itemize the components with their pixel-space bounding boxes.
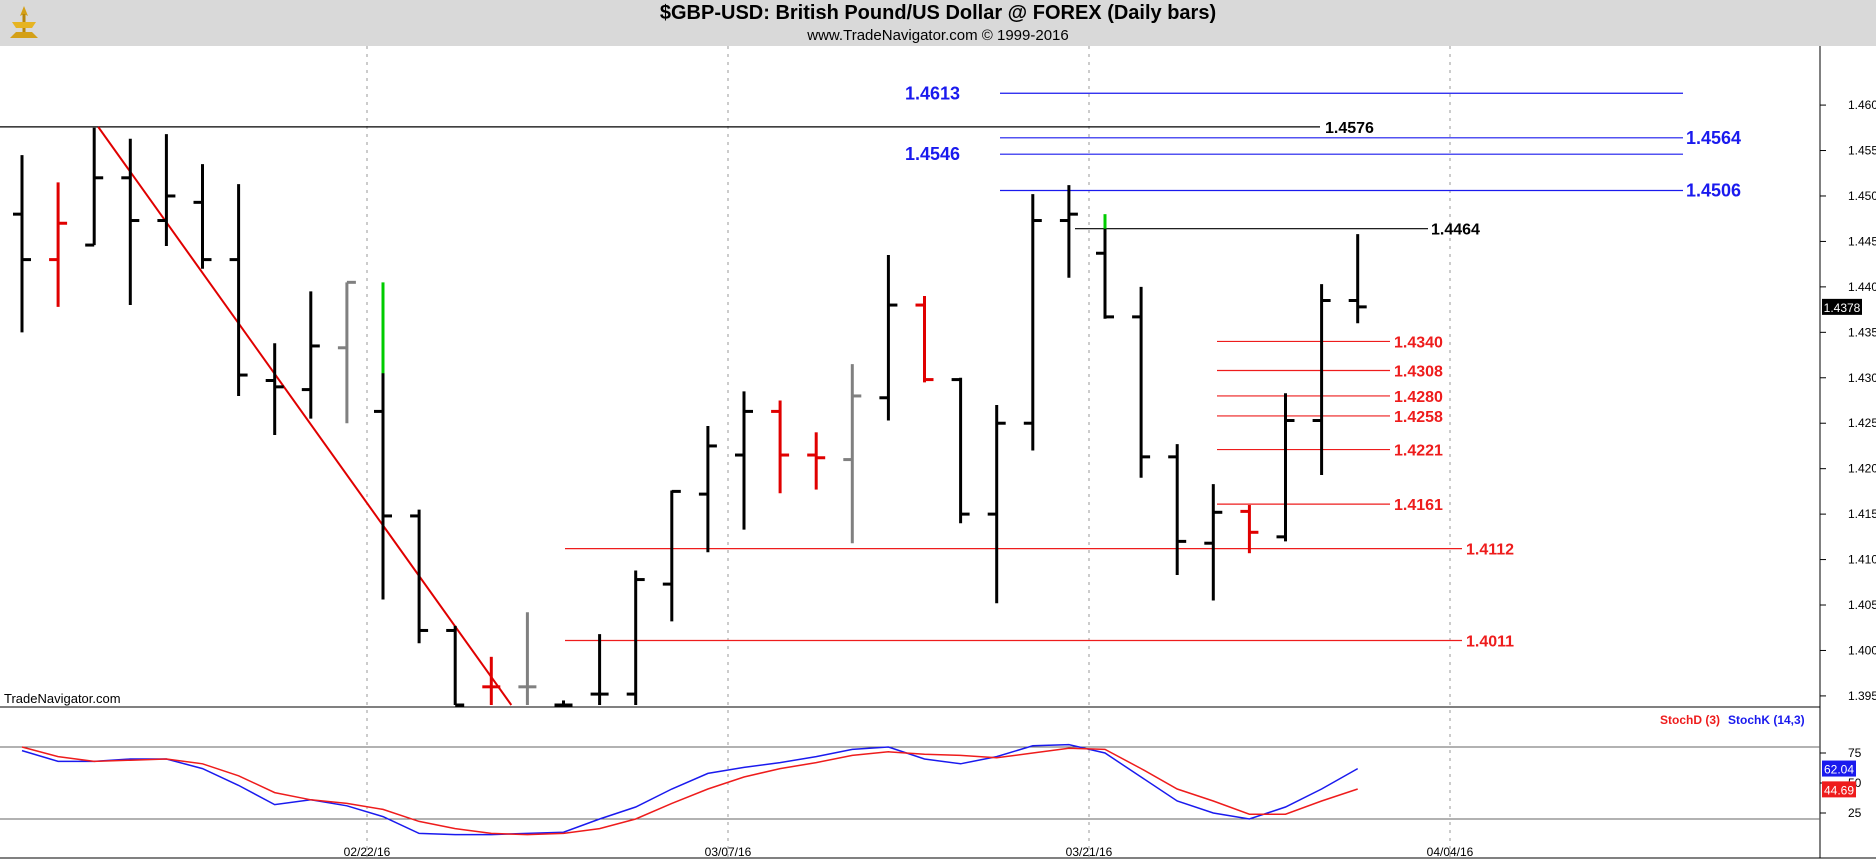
last-price-label: 1.4378: [1824, 301, 1861, 315]
y-tick-label: 1.4500: [1848, 189, 1876, 203]
level-label: 1.4258: [1394, 409, 1443, 426]
chart-title: $GBP-USD: British Pound/US Dollar @ FORE…: [659, 2, 1217, 24]
stoch-series-line: [21, 743, 1359, 836]
stoch-tick-label: 25: [1848, 806, 1862, 820]
watermark-label: TradeNavigator.com: [4, 691, 121, 706]
y-tick-label: 1.4400: [1848, 280, 1876, 294]
y-tick-label: 1.4200: [1848, 462, 1876, 476]
x-tick-label: 02/22/16: [344, 845, 391, 859]
x-tick-label: 04/04/16: [1427, 845, 1474, 859]
level-label: 1.4308: [1394, 364, 1443, 381]
y-tick-label: 1.4250: [1848, 416, 1876, 430]
legend-stochk: StochK (14,3): [1728, 713, 1805, 727]
level-label: 1.4564: [1686, 128, 1741, 148]
x-tick-label: 03/07/16: [705, 845, 752, 859]
x-tick-label: 03/21/16: [1066, 845, 1113, 859]
level-label: 1.4161: [1394, 497, 1443, 514]
stoch-tick-label: 75: [1848, 746, 1862, 760]
level-label: 1.4011: [1466, 633, 1514, 650]
level-label: 1.4340: [1394, 334, 1443, 351]
level-label: 1.4280: [1394, 389, 1443, 406]
level-label: 1.4506: [1686, 181, 1741, 201]
stochk-value-box: [1822, 760, 1856, 777]
stochd-value-box: [1822, 781, 1856, 798]
y-tick-label: 1.4000: [1848, 643, 1876, 657]
y-tick-label: 1.4100: [1848, 553, 1876, 567]
last-price-box: [1822, 298, 1862, 315]
stochd-value-label: 44.69: [1824, 783, 1854, 797]
y-tick-label: 1.4050: [1848, 598, 1876, 612]
stoch-series-line: [21, 746, 1358, 836]
level-label: 1.4576: [1325, 120, 1374, 137]
legend-stochd: StochD (3): [1660, 713, 1720, 727]
y-tick-label: 1.4600: [1848, 98, 1876, 112]
y-tick-label: 1.3950: [1848, 689, 1876, 703]
y-tick-label: 1.4550: [1848, 144, 1876, 158]
level-label: 1.4112: [1466, 542, 1514, 559]
trade-navigator-logo-icon: [10, 6, 38, 38]
y-tick-label: 1.4150: [1848, 507, 1876, 521]
chart-header: [0, 0, 1876, 46]
chart-subtitle: www.TradeNavigator.com © 1999-2016: [807, 27, 1069, 44]
y-tick-label: 1.4300: [1848, 371, 1876, 385]
level-label: 1.4221: [1394, 443, 1443, 460]
y-tick-label: 1.4450: [1848, 234, 1876, 248]
price-panel: [0, 46, 1820, 705]
stochk-value-label: 62.04: [1824, 763, 1854, 777]
level-label: 1.4464: [1431, 222, 1480, 239]
level-label: 1.4546: [905, 144, 960, 164]
level-label: 1.4613: [905, 83, 960, 103]
y-tick-label: 1.4350: [1848, 325, 1876, 339]
